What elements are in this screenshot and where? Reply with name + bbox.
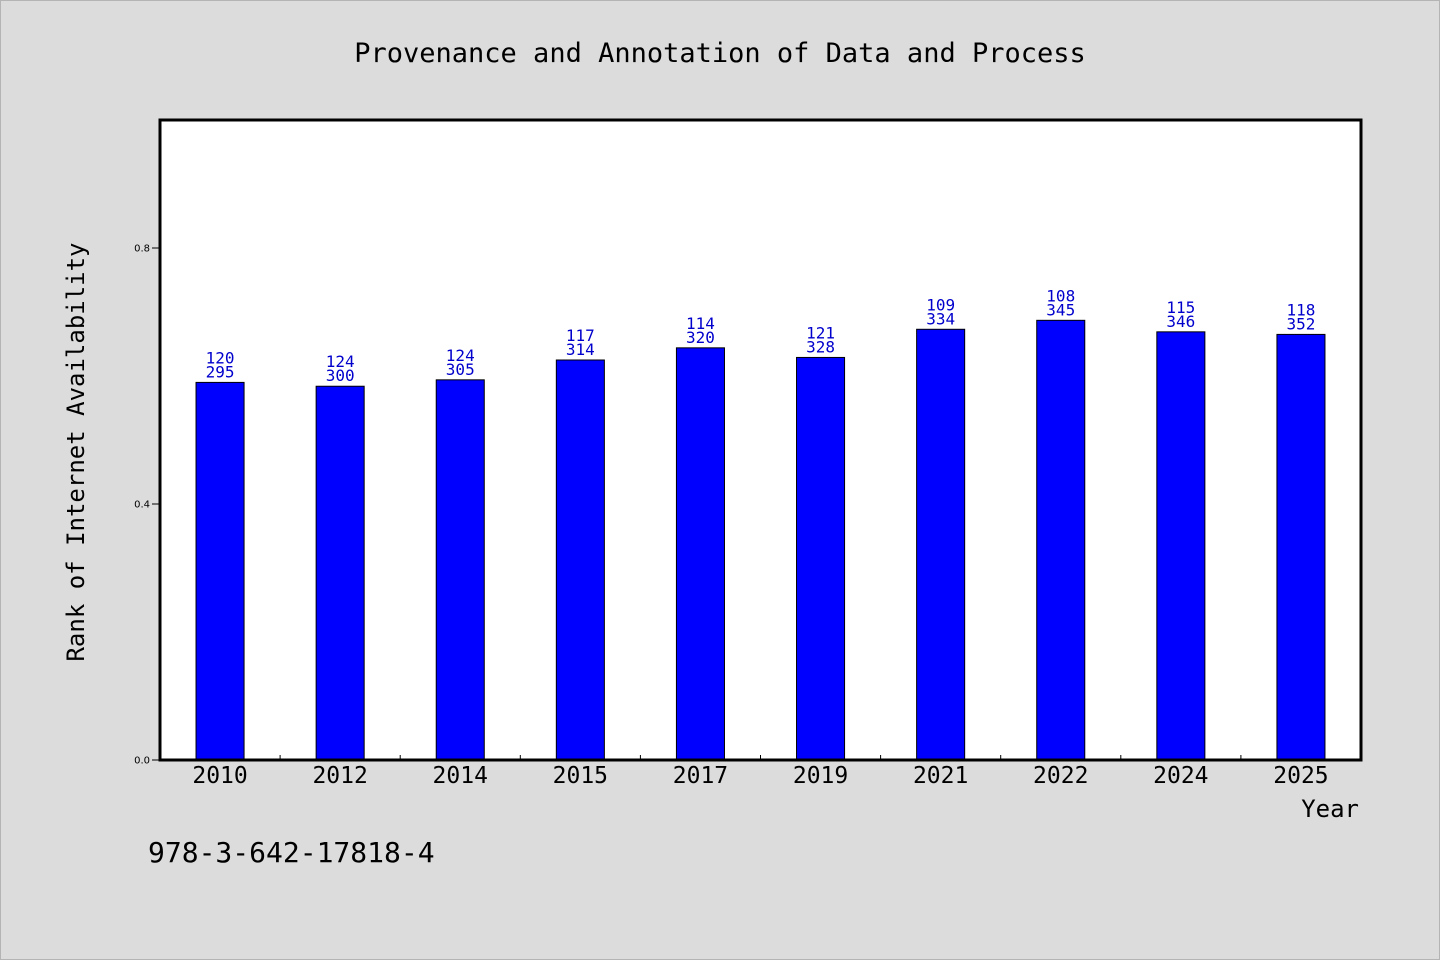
x-axis-ticks: 2010 2012 2014 2015 2017 2019 2021 2022 2024 2025 [192,755,1329,789]
data-label-top-2010: 120 [206,348,235,367]
x-tick-label-2025: 2025 [1273,763,1328,789]
data-label-bottom-2019: 328 [806,337,835,356]
chart-title: Provenance and Annotation of Data and Pr… [354,38,1086,69]
data-label-bottom-2017: 320 [686,328,715,347]
x-tick-label-2010: 2010 [192,763,247,789]
data-label-bottom-2012: 300 [326,366,355,385]
x-tick-label-2014: 2014 [433,763,488,789]
data-label-bottom-2025: 352 [1286,314,1315,333]
data-label-top-2021: 109 [926,295,955,314]
data-label-bottom-2010: 295 [206,362,235,381]
y-tick-label-0.4: 0.4 [134,500,150,511]
y-axis-ticks: 0.0 0.4 0.8 [134,244,160,767]
x-tick-label-2015: 2015 [553,763,608,789]
data-label-top-2025: 118 [1286,300,1315,319]
bar-2017 [675,347,725,761]
data-label-bottom-2014: 305 [446,360,475,379]
data-label-top-2012: 124 [326,352,355,371]
x-tick-label-2021: 2021 [913,763,968,789]
x-tick-label-2024: 2024 [1153,763,1208,789]
y-tick-label-0.8: 0.8 [134,244,150,255]
isbn-text: 978-3-642-17818-4 [148,836,435,869]
bar-2019 [796,356,846,761]
data-label-bottom-2024: 346 [1166,312,1195,331]
y-axis-label: Rank of Internet Availability [62,242,90,661]
bar-2014 [435,379,485,761]
y-tick-label-0.0: 0.0 [134,756,150,767]
x-tick-label-2022: 2022 [1033,763,1088,789]
data-label-top-2017: 114 [686,314,715,333]
data-label-bottom-2021: 334 [926,309,955,328]
x-tick-label-2019: 2019 [793,763,848,789]
data-label-top-2022: 108 [1046,286,1075,305]
bar-2022 [1036,319,1086,761]
bars-group [195,319,1326,761]
x-axis-label: Year [1301,795,1359,823]
bar-2021 [916,328,966,761]
data-label-top-2014: 124 [446,346,475,365]
bar-2025 [1276,333,1326,761]
data-label-top-2015: 117 [566,326,595,345]
bar-2015 [555,359,605,761]
x-tick-label-2017: 2017 [673,763,728,789]
bar-2012 [315,385,365,761]
bar-2024 [1156,331,1206,761]
data-label-bottom-2022: 345 [1046,300,1075,319]
x-tick-label-2012: 2012 [312,763,367,789]
bar-2010 [195,381,245,761]
data-label-top-2019: 121 [806,323,835,342]
data-label-top-2024: 115 [1166,298,1195,317]
data-label-bottom-2015: 314 [566,340,595,359]
